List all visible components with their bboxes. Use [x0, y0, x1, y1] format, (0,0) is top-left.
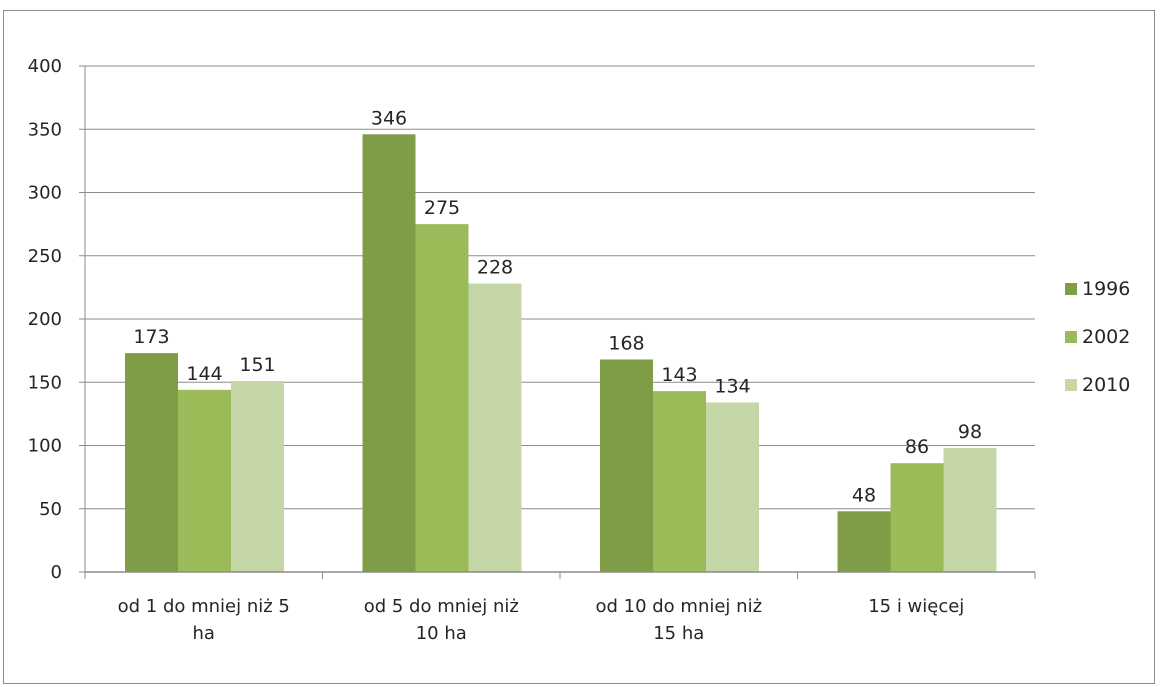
y-tick-label: 300 — [28, 183, 62, 204]
y-tick-label: 250 — [28, 246, 62, 267]
bar-2002-1 — [415, 224, 469, 572]
legend-label-1996: 1996 — [1082, 278, 1130, 300]
bar-2010-0 — [231, 380, 284, 572]
data-label-2010-3: 98 — [958, 421, 982, 443]
data-label-2002-3: 86 — [905, 436, 929, 458]
legend: 1996 2002 2010 — [1065, 278, 1130, 396]
data-label-1996-2: 168 — [608, 332, 644, 354]
category-label: od 1 do mniej niż 5 — [118, 596, 290, 617]
bar-1996-0 — [125, 353, 178, 572]
y-tick-label: 200 — [28, 309, 62, 330]
data-label-2002-0: 144 — [186, 363, 222, 385]
y-tick-label: 100 — [28, 436, 62, 457]
data-label-2002-2: 143 — [661, 364, 697, 386]
legend-label-2010: 2010 — [1082, 374, 1130, 396]
data-label-2010-0: 151 — [239, 354, 275, 376]
bar-2010-2 — [706, 402, 759, 572]
y-axis-ticks: 0 50 100 150 200 250 300 350 400 — [28, 56, 85, 583]
category-label: od 10 do mniej niż — [595, 596, 762, 617]
y-tick-label: 0 — [51, 562, 62, 583]
bar-1996-2 — [600, 359, 653, 572]
bar-1996-3 — [837, 511, 891, 572]
data-label-1996-3: 48 — [852, 484, 876, 506]
data-labels: 173 346 168 48 144 275 143 86 151 228 134 98 — [133, 107, 982, 506]
x-axis: od 1 do mniej niż 5 ha od 5 do mniej niż 10… — [84, 66, 1036, 644]
bar-1996-1 — [362, 134, 416, 572]
bar-2002-3 — [890, 463, 944, 572]
bar-2010-1 — [468, 283, 522, 572]
data-label-2010-1: 228 — [477, 257, 513, 279]
legend-label-2002: 2002 — [1082, 326, 1130, 348]
data-label-2010-2: 134 — [714, 375, 750, 397]
legend-swatch-1996 — [1065, 283, 1077, 295]
category-label: od 5 do mniej niż — [364, 596, 519, 617]
bars — [125, 134, 997, 572]
bar-2010-3 — [943, 448, 997, 572]
legend-swatch-2010 — [1065, 379, 1077, 391]
bar-2002-0 — [178, 389, 231, 572]
data-label-1996-1: 346 — [371, 107, 407, 129]
y-tick-label: 50 — [39, 499, 62, 520]
category-label: 10 ha — [416, 623, 467, 644]
y-tick-label: 150 — [28, 372, 62, 393]
y-tick-label: 350 — [28, 119, 62, 140]
y-tick-label: 400 — [28, 56, 62, 77]
legend-swatch-2002 — [1065, 331, 1077, 343]
data-label-1996-0: 173 — [133, 326, 169, 348]
category-label: 15 ha — [653, 623, 704, 644]
category-label: 15 i więcej — [868, 596, 964, 617]
data-label-2002-1: 275 — [424, 197, 460, 219]
category-label: ha — [193, 623, 215, 644]
bar-2002-2 — [653, 391, 706, 572]
